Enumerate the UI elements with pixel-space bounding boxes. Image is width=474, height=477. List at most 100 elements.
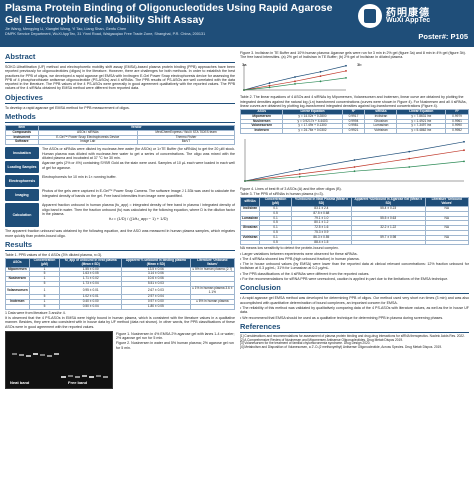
results-table-caption: Table 1. PPB values of the 4 ASOs (3% di… [5,252,103,257]
linear-eq-row: Mipomersen y = 14.02x + 0.2800 0.9917 Incli… [240,113,469,120]
data-point [294,80,296,83]
aso-cell: 5 [28,304,61,310]
gel-lane [103,335,108,387]
table3-note: NA means low sensitivity to detect the p… [240,246,339,251]
linear-eq-cell: 0.9921 [341,128,366,134]
gel-label-free: Free band [68,379,88,385]
finding-item: Larger variations between experiments we… [240,252,469,256]
aso-row: 5 1.63 ± 0.05 3.14 ± 0.06 [5,271,235,278]
results-heading: Results [5,240,235,251]
sirna-cell: Lumasiran [240,215,261,222]
figure3-panel-label: 3b [357,62,362,67]
results-text: It is observed that the 4 PS-ASOs in EMS… [5,316,235,329]
linear-equation-table: ASOs Linear Equation R² siRNAs Linear Equati… [240,109,469,134]
table3-caption: Table 3. The PPB of siRNAs in human plas… [240,192,324,197]
methods-note: The apparent fraction unbound was obtain… [5,229,235,238]
sirna-cell: Vutrisiran [240,234,261,241]
finding-item: The PPB classifications of the 4 siRNAs … [240,272,469,276]
sirna-row: 0.5 88.4 ± 1.5 [240,239,469,246]
gel-lane [75,335,80,387]
figure3-line-chart: 3a 3b [242,62,362,92]
data-point [268,85,271,87]
data-point [345,70,347,73]
gel-band [54,352,59,355]
data-point [298,168,301,171]
aso-table-note: 1 Data were from literature 3 and/or 4. [5,310,66,315]
gel-band [19,353,24,356]
abstract-text: SOKO-Ultrafiltration (UF) method and ele… [5,65,235,91]
gel-band [26,354,31,357]
data-point [353,170,356,173]
data-point [319,71,322,74]
data-point [319,75,322,78]
aso-header-1: Concentration (μM) [28,258,61,268]
data-point [345,65,347,68]
step-incubation-text: The ASOs or siRNAs were diluted by nucle… [42,147,235,160]
step-imaging: Imaging [5,189,39,202]
aso-cell: Mipomersen [5,266,30,273]
aso-header-3: Apparent % unbound in binding plasma (Me… [121,258,191,268]
poster-number: Poster#: P105 [418,32,468,41]
gel-lane [54,335,59,387]
linear-eq-cell: y = 24.76x + 0.0302 [282,128,343,134]
aso-cell: ≤ 5% in human plasma (2.7) [189,266,235,273]
figure2-caption: Figure 2. Nusinersen in water and 5% hum… [116,341,234,350]
finding-item: The in house unbound values (by EMSA) we… [240,262,469,271]
finding-item: The 4 siRNAs showed low PPB (high unboun… [240,257,469,261]
linear-eq-cell: Vutrisiran [364,128,398,134]
materials-cell: Image Lab [37,139,139,146]
figure4-caption: Figure 4. Lines of best fit of 3 ASOs (A… [240,187,342,191]
gel-lane [96,335,101,387]
conclusion-item: We recommend that EMSA should be used as… [240,316,469,320]
gel-lane [26,335,31,387]
aso-row: Volanesorsen 1 0.95 ± 0.01 2.67 ± 0.03 ≤ 1% … [5,285,235,296]
aso-cell: ≤ 1% in human plasma 3.6 ± 1.1% [189,285,235,296]
aso-header-2: fu_app of unbound in neat plasma (Mean ±… [59,258,123,268]
data-point [268,86,271,89]
sirna-cell [350,239,426,246]
aso-cell [189,281,235,287]
aso-header-0: ASOs [5,258,30,268]
author-list: Jie Wang, Mengying Li, Xiangfei Wang, Yi… [5,27,127,31]
gel-image: Neat band Free band [5,330,113,389]
conclusion-list: A rapid agarose gel EMSA method was deve… [240,296,469,319]
aso-row: 5 0.50 ± 0.04 1.80 ± 0.05 [5,304,235,310]
gel-band [40,353,45,356]
gel-lane [40,335,45,387]
sirna-cell: 88.4 ± 1.5 [290,239,352,246]
materials-cell: BioVT [137,139,235,146]
figure4-fit-chart [244,139,465,182]
data-point [294,83,296,86]
aso-cell: ≤ 6% in human plasma [189,299,235,306]
gel-band [103,375,108,378]
reference-list: [1] Considerations and recommendations f… [240,334,469,350]
linear-eq-cell: y = 5.4862 lnx [396,128,447,134]
gel-band [68,374,73,377]
logo-chinese-text: 药明康德 [386,8,430,19]
data-point [463,160,465,163]
step-calculation-text: Apparent fraction unbound in human plasm… [42,203,235,229]
calculation-description: Apparent fraction unbound in human plasm… [42,203,235,216]
gel-band [75,375,80,378]
aso-row: 5 1.73 ± 0.04 5.51 ± 0.03 [5,281,235,287]
gel-lane [68,335,73,387]
data-point [463,149,465,152]
poster-title: Plasma Protein Binding of Oligonucleotid… [5,2,333,26]
aso-cell [5,304,30,310]
gel-band [33,352,38,355]
data-point [408,166,411,168]
objectives-heading: Objectives [5,93,235,104]
step-incubation: Incubation [5,147,39,160]
figure1-caption: Figure 1. Nusinersen in 4% EMSA 2% agaro… [116,331,235,341]
aso-cell: 0.50 ± 0.04 [59,304,123,310]
step-descriptions: The ASOs or siRNAs were diluted by nucle… [42,147,235,229]
conclusion-item: A rapid agarose gel EMSA method was deve… [240,296,469,305]
materials-table: Item Vendor Compounds ASOs / siRNAs MedChe… [5,125,235,146]
gel-lane [89,335,94,387]
gel-band [47,354,52,357]
fu-equation: fu = (1/D) / ((1/fu_app − 1) + 1/D) [109,216,168,222]
gel-figures: Neat band Free band Figure 1. Nusinersen … [5,330,235,389]
data-point [353,166,356,168]
logo-icon [358,4,382,28]
findings-list: Larger variations between experiments we… [240,252,469,282]
